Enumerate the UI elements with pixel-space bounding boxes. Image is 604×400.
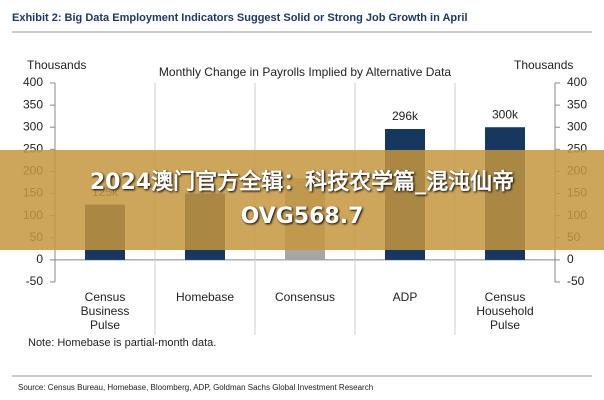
y-tick-label: 400 (23, 75, 43, 89)
y2-tick-label: -50 (567, 274, 585, 288)
y2-tick-label: 350 (567, 97, 587, 111)
banner: 2024澳门官方全辑：科技农学篇_混沌仙帝OVG568.7 (0, 150, 604, 250)
banner-text: 2024澳门官方全辑：科技农学篇_混沌仙帝OVG568.7 (89, 170, 515, 229)
x-tick-label: ADP (393, 290, 418, 304)
y2-axis-label: Thousands (514, 58, 573, 72)
x-tick-label: Consensus (275, 290, 335, 304)
value-label: 300k (492, 107, 519, 121)
y-tick-label: 300 (23, 119, 43, 133)
y2-tick-label: 400 (567, 75, 587, 89)
chart-subtitle: Monthly Change in Payrolls Implied by Al… (159, 65, 451, 79)
y-tick-label: 0 (36, 252, 43, 266)
x-tick-label: Census Business Pulse (81, 290, 130, 332)
y-tick-label: -50 (26, 274, 44, 288)
x-tick-label: Census Household Pulse (476, 290, 533, 332)
chart-title: Exhibit 2: Big Data Employment Indicator… (12, 12, 468, 24)
value-label: 296k (392, 109, 419, 123)
y-axis-label: Thousands (27, 58, 86, 72)
x-tick-label: Homebase (176, 290, 234, 304)
y2-tick-label: 0 (567, 252, 574, 266)
note: Note: Homebase is partial-month data. (28, 337, 216, 349)
y2-tick-label: 300 (567, 119, 587, 133)
source: Source: Census Bureau, Homebase, Bloombe… (18, 383, 373, 392)
y-tick-label: 350 (23, 97, 43, 111)
